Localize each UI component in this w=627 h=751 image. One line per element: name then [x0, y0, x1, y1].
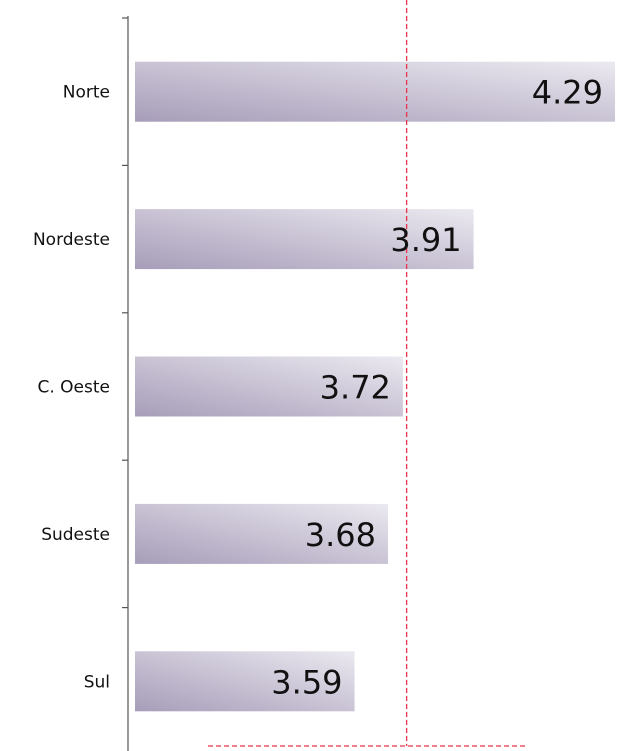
- category-label: Nordeste: [33, 230, 110, 250]
- labels-layer: Norte 4.29 Nordeste 3.91 C. Oeste 3.72 Sudeste…: [33, 74, 603, 702]
- category-label: Sudeste: [41, 525, 110, 545]
- bar: [135, 503, 389, 564]
- bar: [135, 356, 403, 417]
- category-label: Norte: [63, 83, 110, 103]
- value-label: 3.59: [271, 663, 342, 701]
- bar: [135, 61, 615, 122]
- value-label: 3.68: [305, 516, 376, 554]
- value-label: 4.29: [532, 74, 603, 112]
- category-label: C. Oeste: [38, 378, 111, 398]
- bar: [135, 209, 474, 270]
- value-label: 3.72: [320, 369, 391, 407]
- category-label: Sul: [84, 672, 110, 692]
- bars-layer: [135, 61, 615, 712]
- reference-line-layer: [208, 0, 528, 747]
- value-label: 3.91: [390, 221, 461, 259]
- y-axis: [122, 16, 129, 751]
- bar: [135, 651, 355, 712]
